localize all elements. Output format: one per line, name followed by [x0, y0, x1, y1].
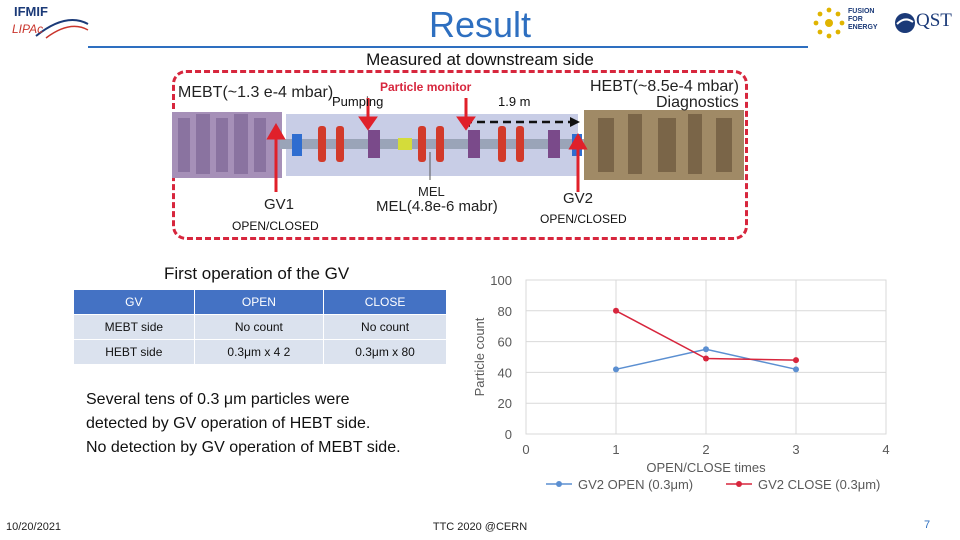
- f4e-qst-logo: FUSION FOR ENERGY QST: [812, 6, 958, 40]
- table-header-row: GV OPEN CLOSE: [73, 289, 447, 315]
- x-tick-label: 1: [612, 442, 619, 457]
- result-note: Several tens of 0.3 μm particles were de…: [86, 388, 401, 460]
- table-header-close: CLOSE: [323, 289, 447, 315]
- subtitle: Measured at downstream side: [366, 50, 594, 69]
- data-point: [793, 366, 799, 373]
- y-tick-label: 60: [498, 335, 512, 350]
- f4e-text: FUSION FOR ENERGY: [848, 8, 878, 31]
- page-title: Result: [428, 4, 532, 45]
- logo-ifmif-text: IFMIF: [14, 4, 48, 19]
- legend-swatch-marker: [556, 481, 562, 487]
- particle-count-chart: 0 20 40 60 80 100 0 1 2 3 4 OPEN/CLOSE times Particl…: [456, 268, 956, 500]
- data-point: [793, 357, 799, 364]
- gv-operation-table: GV OPEN CLOSE MEBT side No count No coun…: [73, 289, 447, 365]
- table-cell: 0.3μm x 4 2: [193, 339, 325, 365]
- data-point: [703, 346, 709, 353]
- table-header-gv: GV: [73, 289, 195, 315]
- y-axis-label: Particle count: [472, 317, 487, 396]
- logo-lipac-text: LIPAc: [12, 22, 44, 36]
- note-line-1: Several tens of 0.3 μm particles were: [86, 391, 350, 408]
- table-cell: No count: [323, 314, 447, 340]
- data-point: [613, 307, 619, 314]
- table-row: HEBT side 0.3μm x 4 2 0.3μm x 80: [73, 339, 447, 365]
- x-tick-label: 0: [522, 442, 529, 457]
- legend-entry: GV2 OPEN (0.3μm): [578, 477, 693, 492]
- table-cell: MEBT side: [73, 314, 195, 340]
- gv1-label: GV1: [264, 196, 295, 213]
- y-tick-label: 40: [498, 365, 512, 380]
- beamline-diagram: [168, 92, 758, 202]
- title-underline: [88, 46, 808, 48]
- x-tick-label: 2: [702, 442, 709, 457]
- note-line-3: No detection by GV operation of MEBT sid…: [86, 439, 401, 456]
- mel-label: MEL: [418, 184, 445, 199]
- y-tick-label: 0: [505, 427, 512, 442]
- mel-pressure-label: MEL(4.8e-6 mabr): [376, 198, 498, 215]
- f4e-star-icon: [813, 7, 845, 39]
- gv2-state-label: OPEN/CLOSED: [540, 212, 627, 226]
- gv1-state-label: OPEN/CLOSED: [232, 219, 319, 233]
- legend-swatch-marker: [736, 481, 742, 487]
- y-tick-label: 80: [498, 304, 512, 319]
- note-line-2: detected by GV operation of HEBT side.: [86, 415, 371, 432]
- diagnostics-label: Diagnostics: [656, 94, 739, 111]
- y-tick-label: 100: [490, 273, 512, 288]
- qst-text: QST: [916, 10, 952, 31]
- legend-entry: GV2 CLOSE (0.3μm): [758, 477, 880, 492]
- beamline-illustration: [172, 98, 744, 202]
- footer-date: 10/20/2021: [6, 521, 62, 533]
- data-point: [703, 355, 709, 362]
- page-number: 7: [924, 519, 931, 531]
- x-tick-label: 4: [882, 442, 889, 457]
- table-title: First operation of the GV: [164, 264, 350, 283]
- particle-monitor-label: Particle monitor: [380, 80, 472, 94]
- table-header-open: OPEN: [193, 289, 325, 315]
- x-tick-label: 3: [792, 442, 799, 457]
- distance-label: 1.9 m: [498, 94, 531, 109]
- table-cell: No count: [193, 314, 325, 340]
- x-axis-label: OPEN/CLOSE times: [646, 460, 766, 475]
- table-cell: HEBT side: [73, 339, 195, 365]
- y-tick-label: 20: [498, 396, 512, 411]
- data-point: [613, 366, 619, 373]
- footer-event: TTC 2020 @CERN: [432, 521, 528, 533]
- qst-globe-icon: [895, 13, 915, 33]
- table-cell: 0.3μm x 80: [323, 339, 447, 365]
- pumping-label: Pumping: [332, 94, 384, 109]
- mebt-label: MEBT(~1.3 e-4 mbar): [178, 84, 334, 101]
- hebt-label: HEBT(~8.5e-4 mbar): [590, 78, 739, 95]
- ifmif-lipac-logo: IFMIF LIPAc: [6, 2, 90, 42]
- gv2-label: GV2: [563, 190, 594, 207]
- logo-swoosh-icon: [35, 19, 89, 39]
- chart-svg: 0 20 40 60 80 100 0 1 2 3 4 OPEN/CLOSE times Particl…: [472, 273, 890, 492]
- table-row: MEBT side No count No count: [73, 314, 447, 340]
